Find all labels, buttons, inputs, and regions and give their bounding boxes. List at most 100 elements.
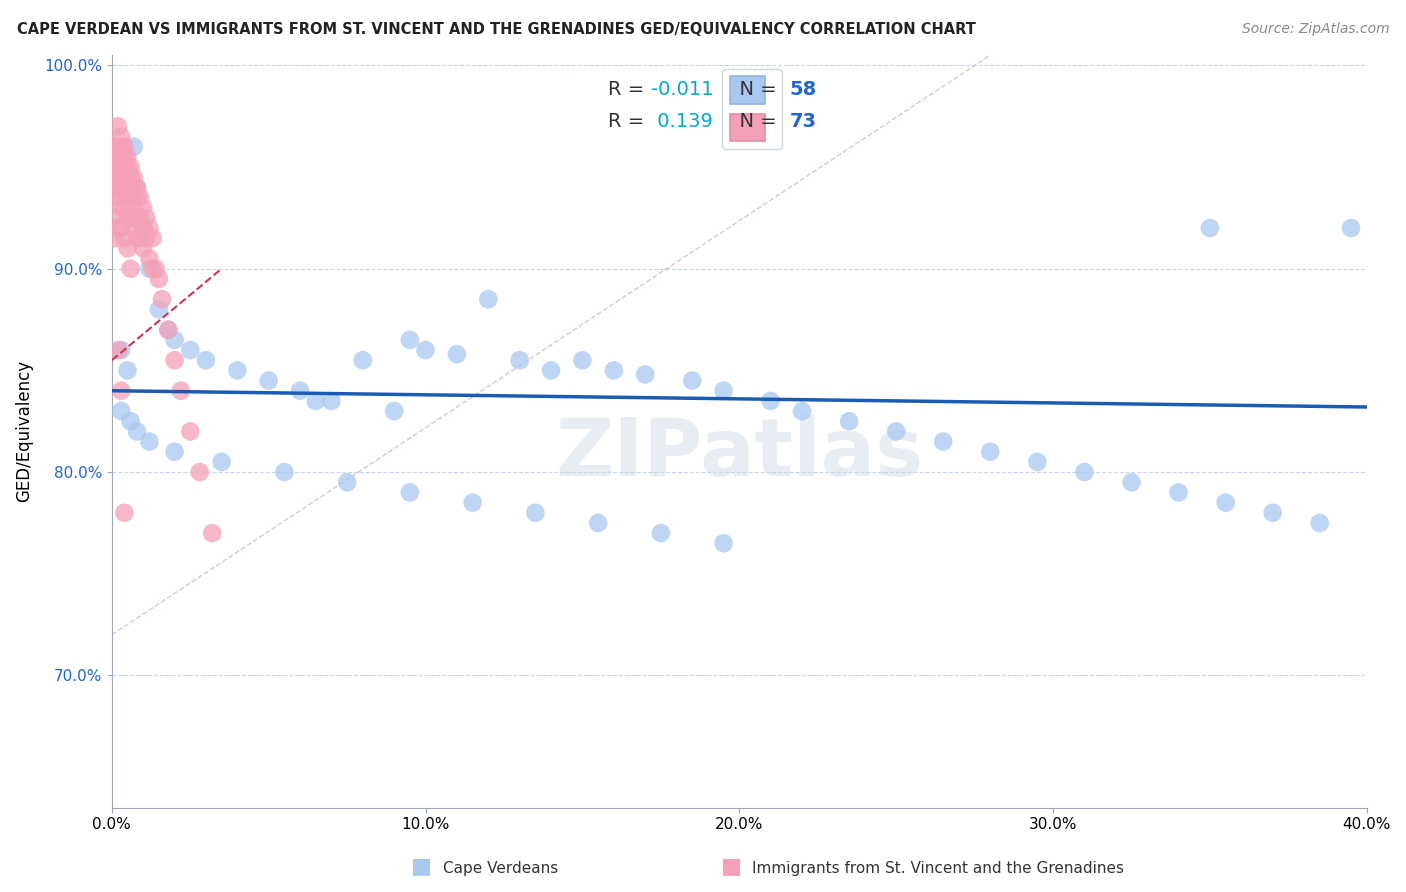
Text: N =: N = [727, 112, 783, 131]
Point [122, 170, 145, 185]
Point [145, 261, 167, 276]
Point [110, 201, 132, 215]
Point [540, 363, 562, 377]
Point [112, 201, 135, 215]
Point [759, 393, 782, 408]
Point [112, 139, 135, 153]
Point [112, 160, 135, 174]
Point [713, 536, 735, 550]
Point [122, 139, 145, 153]
Point [125, 231, 148, 245]
Point [148, 302, 170, 317]
Point [129, 231, 152, 245]
Y-axis label: GED/Equivalency: GED/Equivalency [15, 360, 32, 502]
Point [112, 170, 135, 185]
Text: 58: 58 [790, 79, 817, 98]
Text: ZIPatlas: ZIPatlas [555, 415, 924, 493]
Point [1167, 485, 1189, 500]
Point [1026, 455, 1049, 469]
Point [107, 160, 129, 174]
Point [1309, 516, 1331, 530]
Point [125, 180, 148, 194]
Point [107, 343, 129, 357]
Point [399, 485, 422, 500]
Point [681, 374, 703, 388]
Point [148, 272, 170, 286]
Point [170, 384, 193, 398]
Point [524, 506, 547, 520]
Text: -0.011: -0.011 [651, 79, 714, 98]
Point [122, 201, 145, 215]
Point [163, 444, 186, 458]
Point [104, 170, 127, 185]
Point [104, 190, 127, 204]
Text: Cape Verdeans: Cape Verdeans [443, 861, 558, 876]
Point [1199, 221, 1222, 235]
Point [122, 221, 145, 235]
Point [179, 425, 201, 439]
Text: R =: R = [607, 79, 650, 98]
Point [110, 160, 132, 174]
Point [1340, 221, 1362, 235]
Point [110, 384, 132, 398]
Point [1073, 465, 1095, 479]
Point [125, 211, 148, 225]
Point [120, 211, 142, 225]
Text: 0.139: 0.139 [651, 112, 713, 131]
Point [461, 495, 484, 509]
Point [129, 190, 152, 204]
Point [138, 261, 160, 276]
Point [571, 353, 593, 368]
Point [509, 353, 531, 368]
Point [157, 323, 180, 337]
Point [110, 129, 132, 144]
Point [120, 160, 142, 174]
Point [112, 180, 135, 194]
Point [104, 231, 127, 245]
Point [382, 404, 405, 418]
Point [132, 221, 155, 235]
Point [110, 170, 132, 185]
Point [142, 231, 165, 245]
Point [135, 211, 157, 225]
Point [138, 434, 160, 449]
Point [415, 343, 437, 357]
Point [1215, 495, 1237, 509]
Point [110, 404, 132, 418]
Point [211, 455, 233, 469]
Point [107, 190, 129, 204]
Point [120, 170, 142, 185]
Point [446, 347, 468, 361]
Text: 73: 73 [790, 112, 817, 131]
Point [117, 190, 139, 204]
Point [117, 170, 139, 185]
Point [163, 353, 186, 368]
Point [603, 363, 626, 377]
Point [352, 353, 374, 368]
Point [110, 139, 132, 153]
Text: ■: ■ [721, 856, 741, 876]
Point [117, 363, 139, 377]
Point [586, 516, 609, 530]
Text: ■: ■ [412, 856, 432, 876]
Point [122, 180, 145, 194]
Point [138, 252, 160, 266]
Point [188, 465, 211, 479]
Point [125, 425, 148, 439]
Point [107, 221, 129, 235]
Point [142, 261, 165, 276]
Point [884, 425, 907, 439]
Point [110, 221, 132, 235]
Point [790, 404, 813, 418]
Point [112, 506, 135, 520]
Point [838, 414, 860, 428]
Point [120, 190, 142, 204]
Text: N =: N = [727, 79, 783, 98]
Point [135, 231, 157, 245]
Point [107, 120, 129, 134]
Point [125, 190, 148, 204]
Point [179, 343, 201, 357]
Point [650, 526, 672, 541]
Point [713, 384, 735, 398]
Point [321, 393, 343, 408]
